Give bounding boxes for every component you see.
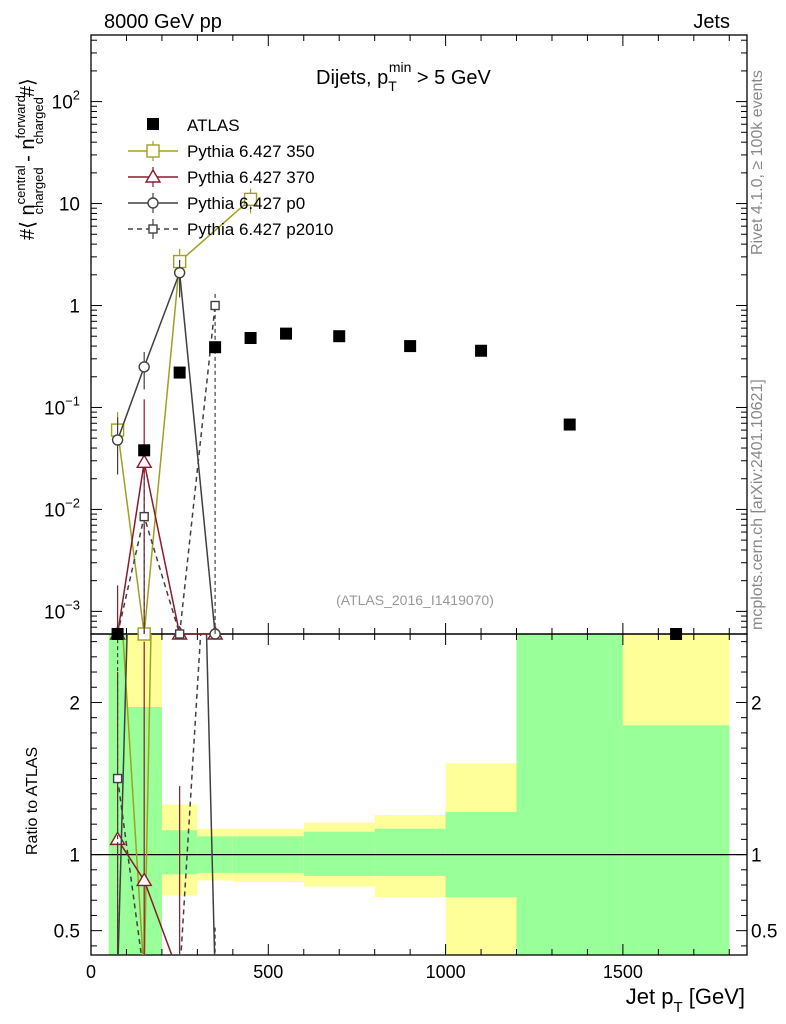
x-tick-label: 500 xyxy=(253,962,283,982)
ylabel-prefix: #⟨ n xyxy=(17,204,39,240)
stat-band xyxy=(303,831,375,876)
ratio-point-p370 xyxy=(135,872,153,887)
atlas-point xyxy=(280,327,293,340)
legend-label-p350: Pythia 6.427 350 xyxy=(187,142,315,161)
point-p2010 xyxy=(139,511,149,522)
x-axis-label: Jet pT [GeV] xyxy=(626,984,745,1016)
legend-marker-p370 xyxy=(144,168,162,183)
atlas-point xyxy=(111,628,124,640)
legend-label-atlas: ATLAS xyxy=(187,116,240,135)
atlas-point xyxy=(209,341,222,354)
plot-title-sub: T xyxy=(388,78,397,94)
xlabel-unit: [GeV] xyxy=(683,984,745,1009)
stat-band xyxy=(622,725,730,955)
mc-series-ratio xyxy=(109,634,216,955)
atlas-point xyxy=(563,418,576,431)
axis-ticks xyxy=(90,35,747,955)
legend-marker-p0 xyxy=(147,197,159,209)
legend-marker-p350 xyxy=(146,144,160,158)
y-tick-label: 10−2 xyxy=(44,495,80,521)
ylabel-charged: charged xyxy=(31,167,46,214)
atlas-point xyxy=(670,628,683,640)
legend-marker-p2010 xyxy=(148,224,158,234)
axis-tick-labels: 0 500 1000 1500 10−3 10−2 10−1 1 10 102 0.5 0.5 1 1 2 2 xyxy=(44,88,777,982)
header-right: Jets xyxy=(693,11,730,33)
plot-title-main: Dijets, p xyxy=(316,67,388,89)
ylabel-charged-2: charged xyxy=(31,97,46,144)
atlas-point xyxy=(333,330,346,343)
series-line-p350 xyxy=(116,198,252,635)
ylabel-forward: forward xyxy=(13,95,28,138)
ratio-uncertainty-bands xyxy=(108,634,730,955)
mcplots-reference-text: mcplots.cern.ch [arXiv:2401.10621] xyxy=(749,379,766,630)
y-tick-label: 102 xyxy=(52,88,80,114)
ylabel-central: central xyxy=(13,165,28,204)
point-p350 xyxy=(243,192,258,207)
series-line-p0 xyxy=(116,272,216,635)
ratio-y-tick-label: 1 xyxy=(69,846,80,867)
y-tick-label: 10 xyxy=(59,195,80,216)
stat-band xyxy=(516,634,623,955)
x-tick-label: 1500 xyxy=(603,962,643,982)
legend-label-p2010: Pythia 6.427 p2010 xyxy=(187,220,334,239)
point-p0 xyxy=(111,434,124,446)
y-tick-label: 1 xyxy=(69,297,80,318)
ratio-y-tick-label-right: 2 xyxy=(751,693,762,714)
series-line-p370 xyxy=(116,462,216,635)
plot-title: Dijets, pTmin > 5 GeV xyxy=(316,59,492,94)
point-p0 xyxy=(173,266,186,279)
stat-band xyxy=(374,828,446,876)
y-tick-label: 10−3 xyxy=(44,597,80,623)
point-p0 xyxy=(209,628,221,640)
y-axis-label: #⟨ ncentral charged - nforward charged#⟩ xyxy=(13,78,46,240)
ratio-y-axis-label: Ratio to ATLAS xyxy=(24,747,41,855)
ratio-line-p350 xyxy=(122,634,152,955)
ratio-y-tick-label-right: 0.5 xyxy=(751,922,777,943)
rivet-version-text: Rivet 4.1.0, ≥ 100k events xyxy=(749,70,766,255)
atlas-point xyxy=(244,332,257,345)
y-tick-label: 10−1 xyxy=(44,393,80,419)
legend-label-p0: Pythia 6.427 p0 xyxy=(187,194,305,213)
atlas-point xyxy=(404,340,417,353)
plot-title-tail: > 5 GeV xyxy=(411,67,491,89)
legend: ATLAS Pythia 6.427 350 Pythia 6.427 370 Pyt… xyxy=(128,116,334,239)
x-tick-label: 0 xyxy=(86,962,96,982)
atlas-point xyxy=(475,344,488,357)
ratio-point-p2010 xyxy=(112,773,123,784)
atlas-point xyxy=(138,444,151,457)
series-line-p2010 xyxy=(116,305,216,635)
legend-label-p370: Pythia 6.427 370 xyxy=(187,168,315,187)
ratio-clipped-group xyxy=(109,634,216,955)
analysis-watermark: (ATLAS_2016_I1419070) xyxy=(336,592,494,608)
ylabel-mid: - n xyxy=(17,138,39,167)
xlabel-sub: T xyxy=(673,999,682,1016)
point-p2010 xyxy=(210,300,220,311)
point-p0 xyxy=(138,361,150,373)
atlas-data-points xyxy=(111,327,683,640)
mc-series-main xyxy=(109,188,258,641)
point-p370 xyxy=(135,453,153,468)
ratio-plot-frame xyxy=(90,633,748,956)
ratio-y-tick-label: 2 xyxy=(69,693,80,714)
legend-marker-atlas xyxy=(147,118,159,130)
ratio-y-tick-label-right: 1 xyxy=(751,846,762,867)
point-p2010 xyxy=(174,629,185,639)
ratio-y-tick-label: 0.5 xyxy=(54,922,80,943)
ratio-line-p2010 xyxy=(116,634,202,955)
ylabel-suffix: #⟩ xyxy=(17,78,39,97)
plot-title-sup: min xyxy=(389,59,412,75)
atlas-point xyxy=(173,366,186,379)
xlabel-main: Jet p xyxy=(626,984,674,1009)
header-left: 8000 GeV pp xyxy=(104,11,222,33)
x-tick-label: 1000 xyxy=(426,962,466,982)
